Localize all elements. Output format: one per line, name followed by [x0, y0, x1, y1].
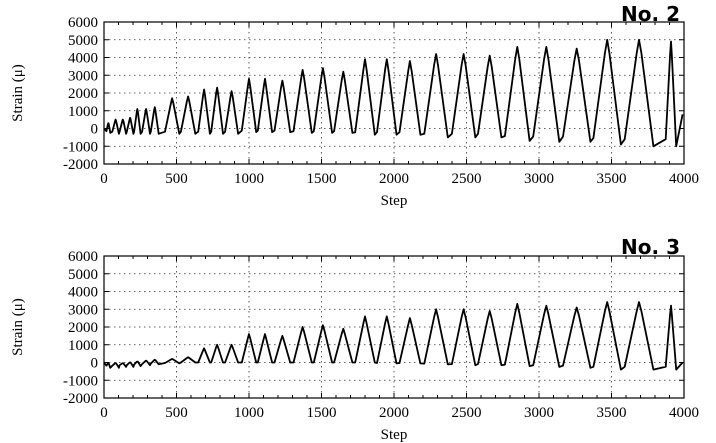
y-tick-label: -1000 — [63, 139, 98, 155]
y-tick-label: 5000 — [68, 267, 98, 283]
y-tick-label: 1000 — [68, 104, 98, 120]
x-tick-label: 1500 — [307, 171, 337, 187]
x-tick-label: 4000 — [669, 405, 699, 421]
x-tick-label: 500 — [165, 405, 188, 421]
x-tick-label: 0 — [100, 405, 108, 421]
x-axis-title: Step — [381, 427, 408, 443]
x-tick-label: 2000 — [379, 405, 409, 421]
x-tick-label: 2000 — [379, 171, 409, 187]
x-tick-label: 1500 — [307, 405, 337, 421]
x-tick-label: 500 — [165, 171, 188, 187]
y-tick-label: 0 — [91, 356, 99, 372]
panel-label: No. 3 — [621, 235, 680, 259]
x-tick-label: 4000 — [669, 171, 699, 187]
y-tick-label: 2000 — [68, 86, 98, 102]
y-tick-label: 6000 — [68, 249, 98, 265]
y-tick-label: 0 — [91, 122, 99, 138]
y-tick-label: 2000 — [68, 320, 98, 336]
y-tick-label: 6000 — [68, 15, 98, 31]
y-tick-label: -2000 — [63, 391, 98, 407]
x-axis-title: Step — [381, 193, 408, 209]
x-tick-label: 0 — [100, 171, 108, 187]
x-tick-label: 3500 — [597, 405, 627, 421]
y-tick-label: 4000 — [68, 51, 98, 67]
x-tick-label: 3000 — [524, 171, 554, 187]
chart-panel-no2: 0 500 1000 1500 2000 2500 3000 3500 4000 6000 5000… — [10, 2, 699, 209]
strain-series-line — [103, 38, 684, 148]
x-tick-label: 2500 — [452, 171, 482, 187]
y-tick-label: -2000 — [63, 157, 98, 173]
x-tick-label: 3000 — [524, 405, 554, 421]
y-tick-label: 3000 — [68, 302, 98, 318]
x-tick-label: 3500 — [597, 171, 627, 187]
y-axis-title: Strain (μ) — [10, 64, 26, 122]
y-tick-label: 4000 — [68, 285, 98, 301]
x-tick-label: 1000 — [234, 405, 264, 421]
y-tick-label: 1000 — [68, 338, 98, 354]
y-axis-title: Strain (μ) — [10, 298, 26, 356]
chart-panel-no3: 0 500 1000 1500 2000 2500 3000 3500 4000 6000 5000… — [10, 235, 699, 443]
y-tick-label: 3000 — [68, 68, 98, 84]
x-tick-label: 1000 — [234, 171, 264, 187]
x-tick-label: 2500 — [452, 405, 482, 421]
y-tick-label: 5000 — [68, 33, 98, 49]
strain-series-line — [103, 301, 684, 371]
y-tick-label: -1000 — [63, 373, 98, 389]
panel-label: No. 2 — [621, 2, 680, 26]
